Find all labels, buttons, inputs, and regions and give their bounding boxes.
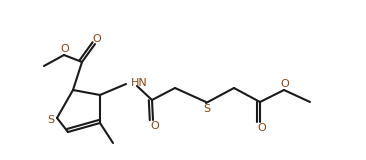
Text: O: O xyxy=(151,121,159,131)
Text: O: O xyxy=(281,79,290,89)
Text: HN: HN xyxy=(131,78,148,88)
Text: O: O xyxy=(61,44,70,54)
Text: O: O xyxy=(258,123,266,133)
Text: S: S xyxy=(203,104,210,114)
Text: O: O xyxy=(93,34,101,44)
Text: S: S xyxy=(48,115,55,125)
